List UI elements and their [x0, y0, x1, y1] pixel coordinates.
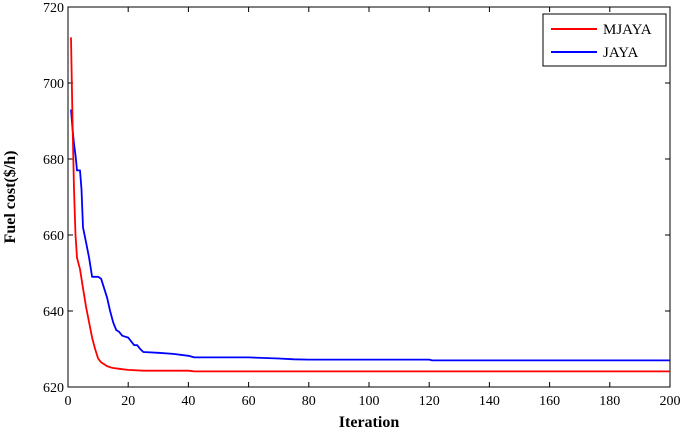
y-tick-label: 620: [43, 381, 64, 396]
x-tick-label: 160: [539, 394, 560, 409]
x-tick-label: 80: [302, 394, 316, 409]
series-layer: [70, 37, 670, 373]
x-axis: 0 20 40 60 80 100 120 140 160 180 200: [65, 7, 681, 409]
x-tick-label: 120: [419, 394, 440, 409]
x-tick-label: 40: [181, 394, 195, 409]
x-tick-label: 0: [65, 394, 72, 409]
y-axis-label: Fuel cost($/h): [2, 151, 19, 244]
series-line-jaya: [70, 109, 670, 362]
x-axis-label: Iteration: [339, 414, 400, 430]
y-axis: 620 640 660 680 700 720: [43, 1, 670, 396]
legend: MJAYA JAYA: [542, 13, 667, 67]
x-tick-label: 140: [479, 394, 500, 409]
x-tick-label: 100: [359, 394, 380, 409]
series-line-mjaya: [70, 37, 670, 373]
y-tick-label: 720: [43, 1, 64, 16]
x-tick-label: 60: [242, 394, 256, 409]
y-tick-label: 680: [43, 153, 64, 168]
y-tick-label: 660: [43, 229, 64, 244]
legend-box: [542, 13, 667, 67]
x-tick-label: 180: [599, 394, 620, 409]
x-tick-label: 20: [121, 394, 135, 409]
legend-label-jaya: JAYA: [603, 45, 638, 61]
plot-area: [67, 6, 671, 388]
x-tick-label: 200: [660, 394, 681, 409]
y-tick-label: 640: [43, 305, 64, 320]
y-tick-label: 700: [43, 77, 64, 92]
legend-label-mjaya: MJAYA: [603, 22, 652, 38]
